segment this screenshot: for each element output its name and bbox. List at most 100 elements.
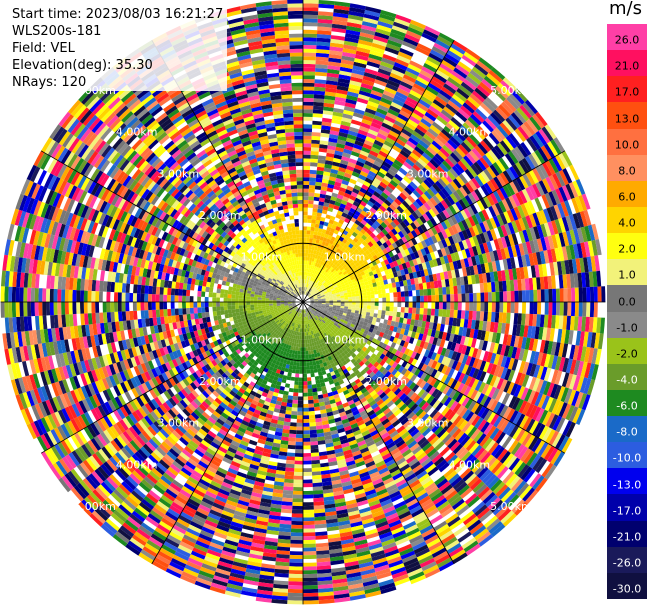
range-gate bbox=[305, 291, 308, 295]
range-gate bbox=[425, 275, 430, 283]
range-gate bbox=[407, 349, 414, 357]
range-gate bbox=[294, 456, 303, 461]
range-gate bbox=[414, 243, 421, 252]
range-gate bbox=[574, 196, 584, 213]
range-gate bbox=[313, 266, 317, 271]
range-gate bbox=[312, 113, 323, 118]
range-gate bbox=[449, 97, 463, 109]
range-gate bbox=[372, 329, 378, 335]
range-gate bbox=[332, 220, 339, 226]
range-gate bbox=[424, 238, 431, 247]
range-gate bbox=[305, 249, 309, 254]
range-gate bbox=[303, 37, 317, 42]
range-gate bbox=[289, 554, 303, 560]
range-gate bbox=[457, 127, 469, 139]
range-gate bbox=[290, 539, 303, 544]
range-gate bbox=[483, 311, 488, 322]
range-gate bbox=[347, 306, 352, 310]
range-gate bbox=[401, 296, 406, 302]
range-gate bbox=[483, 168, 494, 181]
range-gate bbox=[316, 280, 320, 285]
range-gate bbox=[368, 226, 376, 233]
range-gate bbox=[308, 306, 312, 310]
range-gate bbox=[431, 235, 438, 244]
range-gate bbox=[578, 287, 583, 302]
range-gate bbox=[338, 271, 343, 276]
range-gate bbox=[579, 210, 588, 227]
range-gate bbox=[427, 245, 434, 254]
range-gate bbox=[537, 147, 549, 163]
range-gate bbox=[375, 227, 382, 234]
range-gate bbox=[360, 82, 374, 90]
range-gate bbox=[581, 394, 591, 411]
range-gate bbox=[490, 228, 498, 241]
range-gate bbox=[374, 298, 379, 302]
range-gate bbox=[385, 83, 399, 92]
range-gate bbox=[322, 249, 327, 254]
range-gate bbox=[512, 164, 523, 178]
range-gate bbox=[305, 283, 307, 288]
range-gate bbox=[387, 257, 393, 264]
range-gate bbox=[323, 310, 328, 313]
range-gate bbox=[421, 152, 432, 162]
range-gate bbox=[308, 407, 315, 412]
range-gate bbox=[448, 358, 455, 369]
range-gate bbox=[429, 217, 438, 227]
range-gate bbox=[361, 184, 370, 191]
range-gate bbox=[377, 326, 383, 332]
range-gate bbox=[290, 414, 298, 419]
range-gate bbox=[298, 377, 303, 382]
range-gate bbox=[303, 585, 318, 590]
range-gate bbox=[432, 399, 441, 409]
range-gate bbox=[508, 457, 521, 471]
range-gate bbox=[403, 226, 411, 235]
range-gate bbox=[345, 246, 352, 252]
range-gate bbox=[317, 306, 321, 309]
range-gate bbox=[551, 234, 559, 249]
range-gate bbox=[325, 84, 338, 90]
range-gate bbox=[545, 327, 552, 341]
range-gate bbox=[423, 302, 428, 309]
range-gate bbox=[420, 302, 424, 309]
range-gate bbox=[389, 203, 397, 212]
range-gate bbox=[351, 171, 360, 178]
range-gate bbox=[298, 385, 303, 389]
range-gate bbox=[321, 305, 326, 307]
range-gate bbox=[293, 384, 299, 389]
range-gate bbox=[314, 83, 326, 88]
range-gate bbox=[372, 118, 383, 126]
range-gate bbox=[416, 270, 422, 278]
range-gate bbox=[314, 298, 318, 300]
range-gate bbox=[317, 287, 322, 291]
range-gate bbox=[515, 162, 526, 176]
range-gate bbox=[315, 279, 319, 284]
range-gate bbox=[507, 246, 514, 258]
range-gate bbox=[334, 256, 339, 261]
range-gate bbox=[303, 78, 315, 84]
range-gate bbox=[330, 196, 337, 202]
range-gate bbox=[543, 208, 552, 223]
range-gate bbox=[514, 347, 522, 360]
range-gate bbox=[341, 330, 346, 336]
range-gate bbox=[481, 383, 490, 395]
range-gate bbox=[303, 596, 319, 601]
range-gate bbox=[500, 101, 514, 115]
range-gate bbox=[369, 216, 377, 224]
range-gate bbox=[318, 300, 322, 302]
range-gate bbox=[287, 588, 303, 594]
range-gate bbox=[334, 312, 339, 316]
range-gate bbox=[327, 243, 333, 249]
range-gate bbox=[381, 228, 389, 236]
range-gate bbox=[348, 229, 355, 235]
range-gate bbox=[293, 487, 303, 491]
range-gate bbox=[535, 181, 545, 196]
range-gate bbox=[393, 292, 398, 298]
range-gate bbox=[368, 129, 379, 137]
range-gate bbox=[328, 276, 333, 281]
range-gate bbox=[314, 262, 318, 267]
range-gate bbox=[467, 72, 482, 85]
range-gate bbox=[443, 255, 449, 264]
range-gate bbox=[328, 231, 334, 237]
range-gate bbox=[485, 272, 491, 283]
range-gate bbox=[457, 285, 462, 294]
